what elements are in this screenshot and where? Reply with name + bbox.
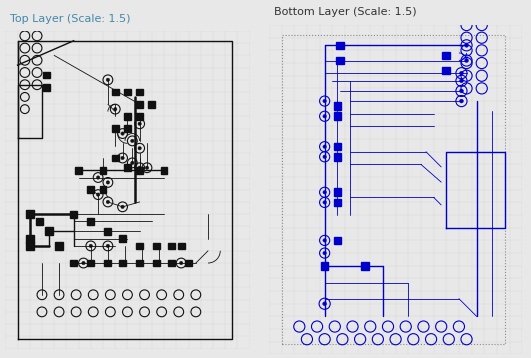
Bar bbox=[100, 186, 106, 193]
Bar bbox=[124, 164, 131, 171]
Circle shape bbox=[465, 43, 468, 47]
Bar bbox=[178, 242, 185, 249]
Bar bbox=[88, 260, 94, 266]
Circle shape bbox=[89, 244, 92, 248]
Bar bbox=[75, 167, 82, 174]
Circle shape bbox=[138, 146, 141, 150]
Bar bbox=[333, 237, 341, 244]
Bar bbox=[112, 89, 118, 96]
Circle shape bbox=[138, 166, 141, 169]
Circle shape bbox=[145, 166, 149, 169]
Bar bbox=[70, 211, 77, 218]
Bar bbox=[333, 199, 341, 206]
Bar bbox=[333, 153, 341, 161]
Bar bbox=[45, 227, 53, 235]
Bar bbox=[333, 143, 341, 150]
Bar bbox=[136, 260, 143, 266]
Bar bbox=[112, 155, 118, 161]
Bar bbox=[153, 242, 160, 249]
Bar bbox=[88, 218, 94, 225]
Circle shape bbox=[459, 89, 464, 93]
Bar bbox=[26, 242, 33, 250]
Text: Top Layer (Scale: 1.5): Top Layer (Scale: 1.5) bbox=[10, 14, 131, 24]
Bar bbox=[119, 260, 126, 266]
Bar bbox=[44, 72, 50, 78]
Bar bbox=[168, 242, 175, 249]
Circle shape bbox=[121, 132, 124, 135]
Circle shape bbox=[179, 261, 183, 265]
Circle shape bbox=[323, 145, 327, 149]
Bar bbox=[124, 113, 131, 120]
Circle shape bbox=[323, 251, 327, 255]
Circle shape bbox=[138, 122, 141, 126]
Circle shape bbox=[121, 205, 124, 209]
Circle shape bbox=[323, 302, 327, 306]
Circle shape bbox=[106, 244, 109, 248]
Bar bbox=[168, 260, 175, 266]
Bar bbox=[36, 218, 44, 226]
Bar bbox=[321, 262, 329, 270]
Bar bbox=[124, 89, 131, 96]
Circle shape bbox=[323, 155, 327, 159]
Bar bbox=[161, 167, 167, 174]
Circle shape bbox=[459, 71, 464, 75]
Bar bbox=[124, 125, 131, 132]
Bar bbox=[100, 167, 106, 174]
Circle shape bbox=[114, 107, 117, 111]
Bar bbox=[153, 260, 160, 266]
Circle shape bbox=[465, 59, 468, 63]
Bar bbox=[55, 242, 63, 250]
Bar bbox=[362, 262, 369, 270]
Circle shape bbox=[131, 139, 134, 142]
Circle shape bbox=[106, 181, 109, 184]
Circle shape bbox=[323, 239, 327, 242]
Circle shape bbox=[323, 190, 327, 194]
Text: Bottom Layer (Scale: 1.5): Bottom Layer (Scale: 1.5) bbox=[274, 8, 417, 18]
Circle shape bbox=[459, 99, 464, 103]
Bar bbox=[336, 42, 344, 49]
Bar bbox=[333, 112, 341, 120]
Circle shape bbox=[131, 161, 134, 165]
Bar bbox=[185, 260, 192, 266]
Bar bbox=[88, 186, 94, 193]
Circle shape bbox=[106, 200, 109, 204]
Bar bbox=[442, 52, 450, 59]
Bar bbox=[26, 235, 33, 242]
Bar bbox=[333, 188, 341, 196]
Circle shape bbox=[97, 176, 100, 179]
Bar bbox=[26, 210, 33, 218]
Bar bbox=[149, 101, 155, 108]
Bar bbox=[333, 102, 341, 110]
Bar bbox=[70, 260, 77, 266]
Circle shape bbox=[121, 156, 124, 160]
Bar bbox=[119, 235, 126, 242]
Bar bbox=[44, 84, 50, 91]
Bar bbox=[442, 67, 450, 74]
Circle shape bbox=[82, 261, 85, 265]
Bar bbox=[136, 242, 143, 249]
Circle shape bbox=[97, 193, 100, 196]
Circle shape bbox=[459, 79, 464, 83]
Bar bbox=[136, 89, 143, 96]
Bar bbox=[105, 228, 112, 235]
Circle shape bbox=[323, 200, 327, 204]
Circle shape bbox=[106, 78, 109, 82]
Bar bbox=[136, 113, 143, 120]
Bar bbox=[112, 125, 118, 132]
Bar bbox=[336, 57, 344, 64]
Bar bbox=[136, 167, 143, 174]
Bar bbox=[105, 260, 112, 266]
Circle shape bbox=[323, 115, 327, 118]
Bar bbox=[136, 101, 143, 108]
Circle shape bbox=[323, 99, 327, 103]
